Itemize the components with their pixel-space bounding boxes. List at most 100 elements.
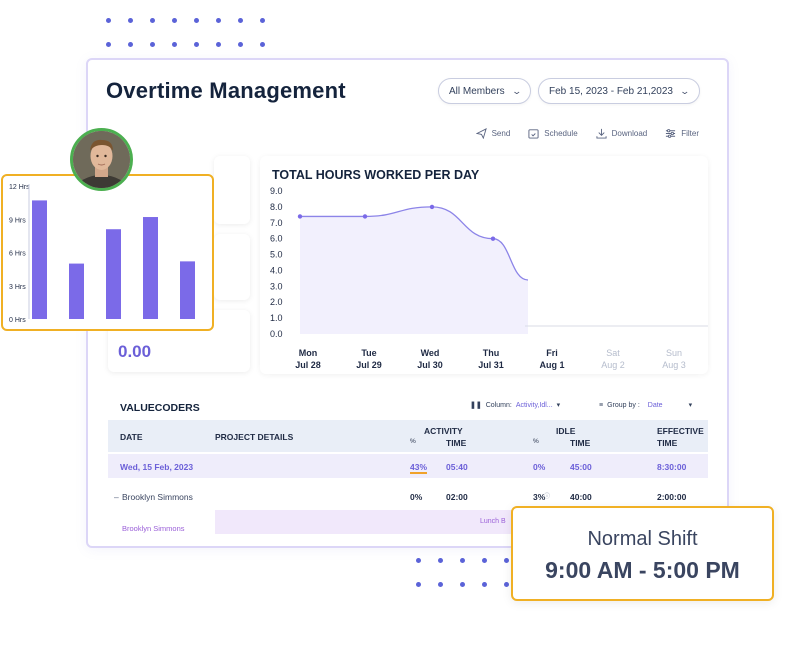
download-label: Download — [611, 129, 648, 138]
stat-value: 0.00 — [118, 342, 152, 361]
members-dropdown[interactable]: All Members ⌄ — [438, 78, 532, 104]
chevron-down-icon: ⌄ — [511, 85, 522, 96]
decorative-dot — [438, 582, 443, 587]
hours-line-chart: TOTAL HOURS WORKED PER DAY 9.0 8.0 7.0 6.0 5… — [260, 156, 708, 374]
line-area — [300, 206, 528, 334]
x-tick-day: Sun — [666, 348, 682, 358]
caret-down-icon: ▾ — [688, 402, 693, 409]
shift-time: 9:00 AM - 5:00 PM — [545, 557, 740, 583]
calendar-icon — [528, 129, 539, 139]
filter-button[interactable]: Filter — [665, 128, 699, 139]
decorative-dot — [172, 42, 177, 47]
download-icon — [596, 128, 607, 139]
columns-icon: ❚❚ — [470, 402, 482, 409]
toolbar: Send Schedule Download Filter — [475, 128, 699, 139]
column-selector[interactable]: ❚❚ Column: Activity,Idl... ▾ — [470, 401, 561, 410]
decorative-dot — [260, 42, 265, 47]
y-tick-label: 6.0 — [270, 234, 283, 244]
table-row[interactable]: Wed, 15 Feb, 2023 43% 05:40 0% 45:00 8:3… — [108, 454, 708, 478]
decorative-dot — [482, 582, 487, 587]
decorative-dot — [504, 582, 509, 587]
members-dropdown-label: All Members — [449, 85, 505, 97]
table-header: DATE PROJECT DETAILS ACTIVITY % TIME IDL… — [108, 420, 708, 452]
bar-chart-svg: 12 Hrs 9 Hrs 6 Hrs 3 Hrs 0 Hrs — [9, 184, 195, 324]
bar — [143, 217, 158, 319]
decorative-dot — [460, 582, 465, 587]
header-activity-time: TIME — [446, 438, 467, 448]
x-tick-date: Jul 28 — [295, 360, 321, 370]
y-tick-label: 9.0 — [270, 186, 283, 196]
filter-label: Filter — [681, 129, 699, 138]
decorative-dot — [106, 42, 111, 47]
decorative-dot — [216, 18, 221, 23]
page-title: Overtime Management — [106, 78, 346, 103]
chart-title: TOTAL HOURS WORKED PER DAY — [272, 168, 480, 182]
bar — [180, 261, 195, 319]
x-tick-date: Jul 30 — [417, 360, 443, 370]
table-row[interactable]: – Brooklyn Simmons 0% 02:00 3% ⓘ 40:00 2… — [108, 486, 708, 508]
data-point — [362, 214, 368, 219]
y-tick-label: 2.0 — [270, 297, 283, 307]
send-button[interactable]: Send — [475, 128, 510, 139]
download-button[interactable]: Download — [596, 128, 648, 139]
date-range-dropdown[interactable]: Feb 15, 2023 - Feb 21,2023 ⌄ — [538, 78, 700, 104]
y-tick-label: 7.0 — [270, 218, 283, 228]
x-tick-day: Fri — [546, 348, 558, 358]
sliders-icon — [666, 129, 676, 138]
chevron-down-icon: ⌄ — [679, 85, 691, 96]
row-idle-pct: 3% — [533, 492, 546, 502]
decorative-dot — [482, 558, 487, 563]
group-value: Date — [647, 401, 663, 409]
header-project: PROJECT DETAILS — [215, 432, 294, 442]
x-tick-day: Mon — [299, 348, 318, 358]
header-activity-pct: % — [410, 438, 416, 445]
y-tick-label: 1.0 — [270, 313, 283, 323]
data-point — [297, 214, 303, 219]
collapse-icon[interactable]: – — [114, 492, 119, 502]
row-idle-time: 45:00 — [570, 462, 592, 472]
bar — [32, 200, 47, 319]
overtime-dashboard-card: Overtime Management All Members ⌄ Feb 15… — [86, 58, 729, 548]
decorative-dot — [150, 18, 155, 23]
decorative-dot — [238, 18, 243, 23]
row-idle-time: 40:00 — [570, 492, 592, 502]
lunch-break-label: Lunch B — [480, 518, 506, 525]
hours-bar-chart-card: 12 Hrs 9 Hrs 6 Hrs 3 Hrs 0 Hrs — [1, 174, 214, 331]
row-activity-pct: 43% — [410, 462, 428, 474]
header-idle: IDLE — [556, 426, 576, 436]
group-by-selector[interactable]: ≡ Group by : Date ▾ — [599, 401, 693, 410]
row-effective: 8:30:00 — [657, 462, 687, 472]
x-tick-date: Jul 29 — [356, 360, 382, 370]
header-effective-time: TIME — [657, 438, 678, 448]
bar — [69, 263, 84, 319]
header-date: DATE — [120, 432, 143, 442]
header-idle-pct: % — [533, 438, 539, 445]
timeline-member-name: Brooklyn Simmons — [122, 524, 185, 533]
row-idle-pct: 0% — [533, 462, 546, 472]
column-label: Column: — [485, 401, 512, 409]
caret-down-icon: ▾ — [556, 402, 561, 409]
list-icon: ≡ — [599, 401, 604, 409]
send-icon — [475, 128, 487, 139]
data-point — [429, 204, 435, 210]
decorative-dot — [150, 42, 155, 47]
schedule-button[interactable]: Schedule — [528, 128, 578, 139]
row-activity-pct: 0% — [410, 492, 423, 502]
x-tick-date: Aug 1 — [539, 360, 564, 370]
row-activity-time: 02:00 — [446, 492, 468, 502]
decorative-dot — [238, 42, 243, 47]
y-tick-label: 0.0 — [270, 329, 283, 339]
section-title: VALUECODERS — [120, 402, 200, 414]
decorative-dot — [460, 558, 465, 563]
schedule-label: Schedule — [544, 129, 578, 138]
decorative-dot — [194, 42, 199, 47]
decorative-dot — [438, 558, 443, 563]
decorative-dot — [194, 18, 199, 23]
decorative-dot — [172, 18, 177, 23]
stat-card — [214, 156, 250, 224]
x-tick-date: Aug 2 — [601, 360, 625, 370]
y-tick-label: 3 Hrs — [9, 284, 26, 291]
header-activity: ACTIVITY — [424, 426, 463, 436]
column-value: Activity,Idl... — [515, 401, 553, 409]
info-icon[interactable]: ⓘ — [544, 494, 551, 500]
